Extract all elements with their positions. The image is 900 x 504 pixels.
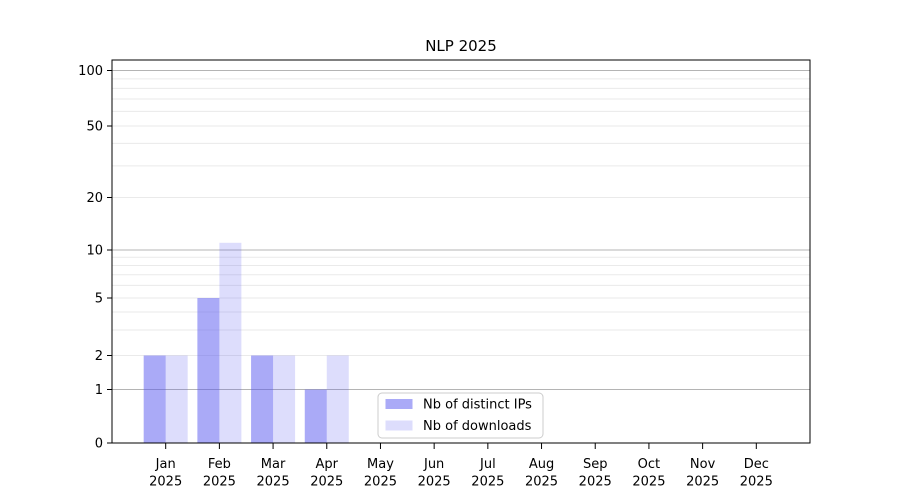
bar-downloads-apr [326,355,349,443]
legend-box [377,392,544,439]
x-tick-label: Nov 2025 [686,457,719,490]
plot-frame [111,59,811,444]
legend-label: Nb of distinct IPs [423,398,532,413]
x-axis: Jan 2025 Feb 2025 Mar 2025 Apr 2025 May 2025 Jun 20… [149,443,773,490]
x-tick-label: May 2025 [364,457,397,490]
x-tick-label: Sep 2025 [579,457,612,490]
legend-swatch-downloads [385,420,413,431]
bars [143,242,349,443]
bar-downloads-mar [273,355,296,443]
x-tick-label: Jul 2025 [471,457,504,490]
gridlines [112,70,810,390]
y-tick-label: 0 [95,437,103,452]
x-tick-label: Aug 2025 [525,457,558,490]
y-tick-label: 1 [95,383,103,398]
y-axis: 0 1 2 5 10 20 50 100 [78,64,112,452]
y-tick-label: 10 [86,244,103,259]
y-tick-label: 100 [78,64,103,79]
bar-distinct-ips-feb [197,298,220,443]
legend: Nb of distinct IPs Nb of downloads [377,392,544,439]
x-tick-label: Feb 2025 [203,457,236,490]
y-tick-label: 20 [86,191,103,206]
x-tick-label: Mar 2025 [257,457,290,490]
chart-title: NLP 2025 [425,37,497,55]
x-tick-label: Dec 2025 [740,457,773,490]
legend-swatch-distinct-ips [385,399,413,409]
x-tick-label: Apr 2025 [310,457,343,490]
y-tick-label: 50 [86,120,103,135]
x-tick-label: Jun 2025 [418,457,451,490]
x-tick-label: Jan 2025 [149,457,182,490]
legend-label: Nb of downloads [423,419,532,434]
x-tick-label: Oct 2025 [632,457,665,490]
bar-downloads-feb [219,242,242,443]
bar-distinct-ips-jan [143,355,166,443]
bar-distinct-ips-apr [304,389,327,443]
y-tick-label: 5 [95,292,103,307]
y-tick-label: 2 [95,349,103,364]
bar-distinct-ips-mar [251,355,274,443]
bar-downloads-jan [165,355,188,443]
